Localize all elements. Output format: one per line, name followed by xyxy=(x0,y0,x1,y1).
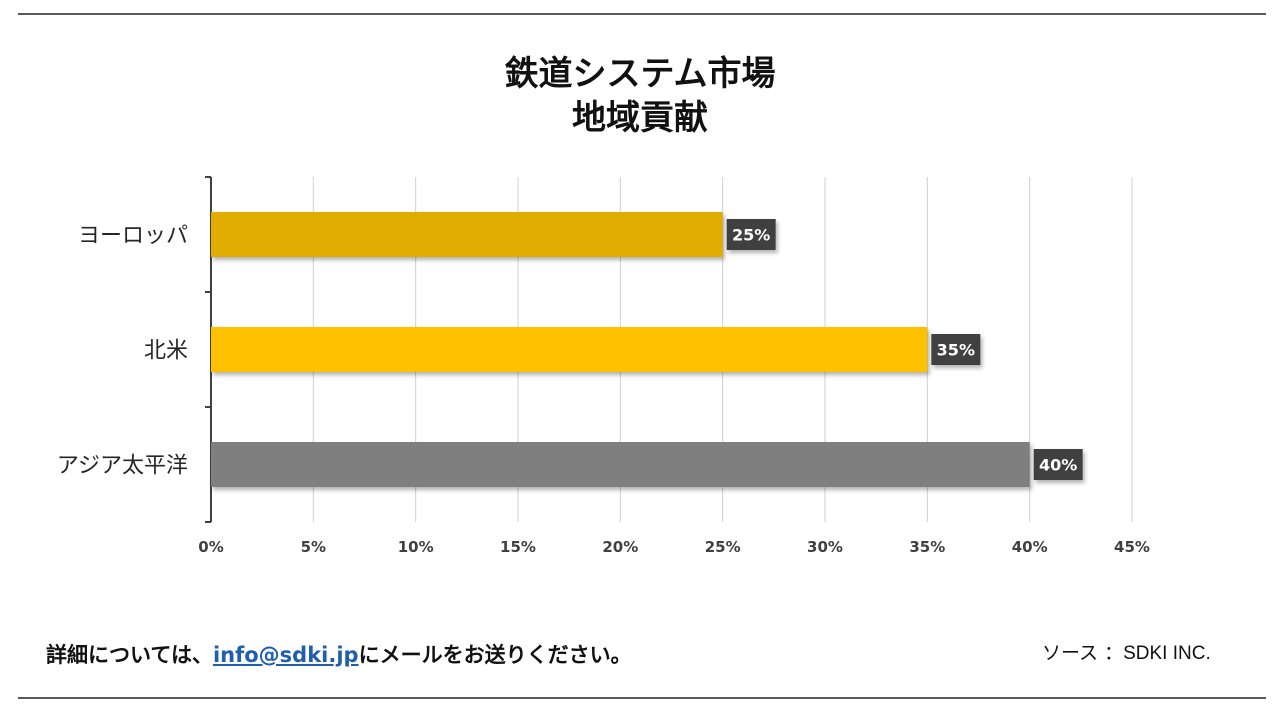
chart-title: 鉄道システム市場 地域貢献 xyxy=(0,52,1280,140)
data-label-1: 35% xyxy=(937,341,975,360)
x-tick-label-5: 25% xyxy=(705,538,741,556)
x-tick-label-8: 40% xyxy=(1012,538,1048,556)
x-tick-label-1: 5% xyxy=(301,538,326,556)
bar-chart: ヨーロッパ 25% 北米 35% アジア太平洋 40% 0% 5% 10% 15% 20% 25% 30… xyxy=(57,176,1150,556)
bar-0 xyxy=(211,212,723,257)
category-label-0: ヨーロッパ xyxy=(78,224,188,249)
x-tick-label-2: 10% xyxy=(398,538,434,556)
x-tick-label-0: 0% xyxy=(198,538,223,556)
data-label-2: 40% xyxy=(1039,456,1077,475)
x-tick-label-9: 45% xyxy=(1114,538,1150,556)
contact-email-link[interactable]: info@sdki.jp xyxy=(212,643,359,667)
category-label-2: アジア太平洋 xyxy=(57,454,188,479)
data-label-box-0 xyxy=(726,219,776,250)
contact-note: 詳細については、info@sdki.jpにメールをお送りください。 xyxy=(46,639,632,669)
chart-title-line-1: 鉄道システム市場 xyxy=(504,54,776,94)
x-tick-label-6: 30% xyxy=(807,538,843,556)
x-tick-label-3: 15% xyxy=(500,538,536,556)
category-label-1: 北米 xyxy=(144,339,188,364)
source-name: SDKI INC. xyxy=(1123,643,1211,664)
bar-1 xyxy=(211,327,928,372)
contact-suffix: にメールをお送りください。 xyxy=(358,643,632,667)
x-tick-label-7: 35% xyxy=(909,538,945,556)
contact-prefix: 詳細については、 xyxy=(46,643,213,667)
data-label-0: 25% xyxy=(732,226,770,245)
bar-2 xyxy=(211,442,1030,487)
bottom-rule xyxy=(18,697,1266,699)
source-label: ソース ： xyxy=(1042,642,1124,664)
source-note: ソース ：SDKI INC. xyxy=(1042,638,1211,665)
data-label-box-1 xyxy=(931,334,981,365)
chart-title-line-2: 地域貢献 xyxy=(572,98,708,138)
data-label-box-2 xyxy=(1033,449,1083,480)
x-tick-label-4: 20% xyxy=(602,538,638,556)
top-rule xyxy=(18,13,1266,15)
